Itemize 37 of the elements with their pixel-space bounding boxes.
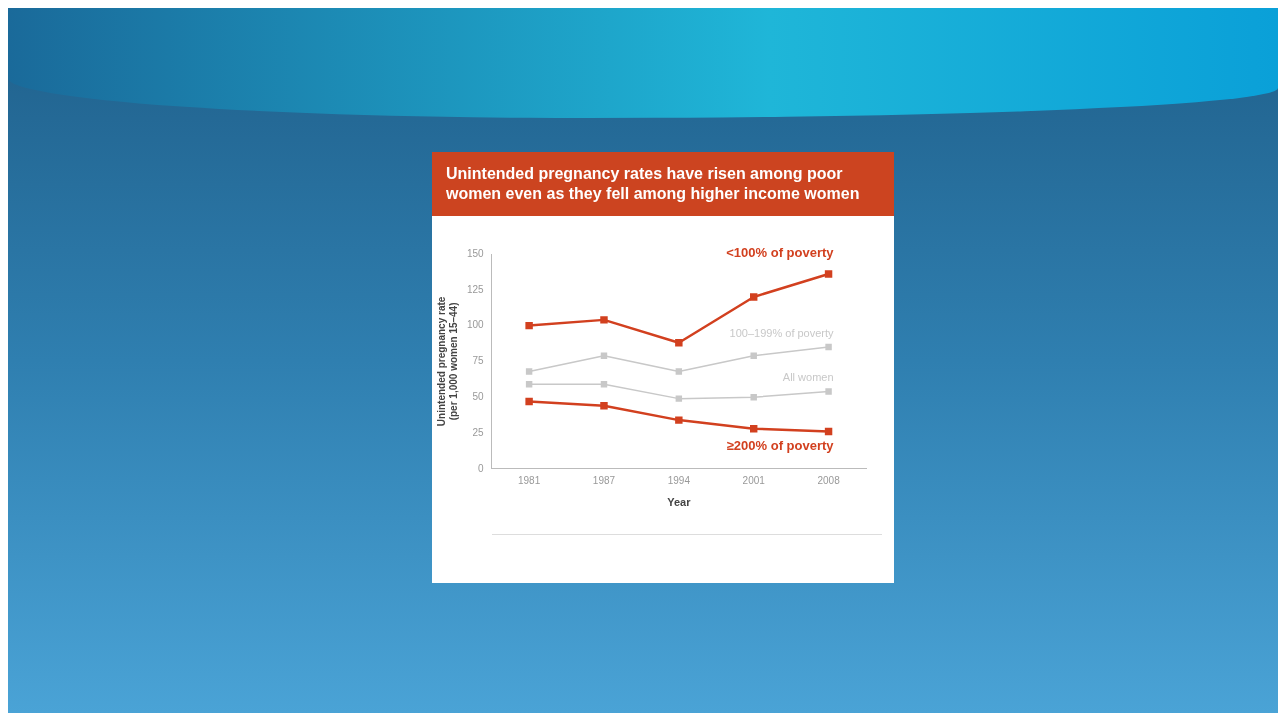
x-axis-title: Year bbox=[667, 496, 692, 509]
point bbox=[600, 316, 608, 324]
series-label: <100% of poverty bbox=[726, 245, 835, 261]
x-tick-label: 2001 bbox=[742, 474, 766, 486]
y-axis-title: Unintended pregnancy rate (per 1,000 women 15–44) bbox=[435, 296, 459, 427]
y-tick-label: 150 bbox=[467, 247, 485, 259]
point bbox=[675, 368, 683, 375]
x-tick-label: 2008 bbox=[817, 474, 841, 486]
point bbox=[749, 424, 758, 433]
point bbox=[824, 270, 833, 278]
point bbox=[750, 352, 757, 359]
point bbox=[525, 397, 533, 406]
point bbox=[675, 339, 683, 347]
point bbox=[825, 388, 832, 395]
point bbox=[750, 393, 757, 401]
point bbox=[525, 381, 533, 388]
x-tick-label: 1987 bbox=[592, 474, 616, 486]
point bbox=[675, 395, 683, 402]
point bbox=[600, 352, 608, 359]
y-tick-label: 50 bbox=[472, 390, 485, 402]
y-tick-label: 100 bbox=[467, 319, 485, 331]
x-tick-label: 1994 bbox=[667, 474, 691, 486]
y-tick-label: 25 bbox=[472, 426, 485, 438]
point bbox=[600, 402, 608, 410]
y-tick-label: 125 bbox=[467, 283, 485, 295]
point bbox=[525, 368, 533, 375]
x-tick-label: 1981 bbox=[517, 474, 541, 486]
point bbox=[600, 381, 608, 388]
y-tick-label: 0 bbox=[478, 462, 485, 474]
point bbox=[525, 321, 533, 330]
point bbox=[825, 343, 832, 351]
point bbox=[675, 416, 683, 424]
y-tick-label: 75 bbox=[472, 355, 485, 367]
chart-title: Unintended pregnancy rates have risen among poor women even as they fell among higher income women bbox=[446, 165, 860, 202]
point bbox=[749, 293, 758, 301]
series-label: ≥200% of poverty bbox=[726, 437, 835, 453]
point bbox=[824, 427, 833, 436]
